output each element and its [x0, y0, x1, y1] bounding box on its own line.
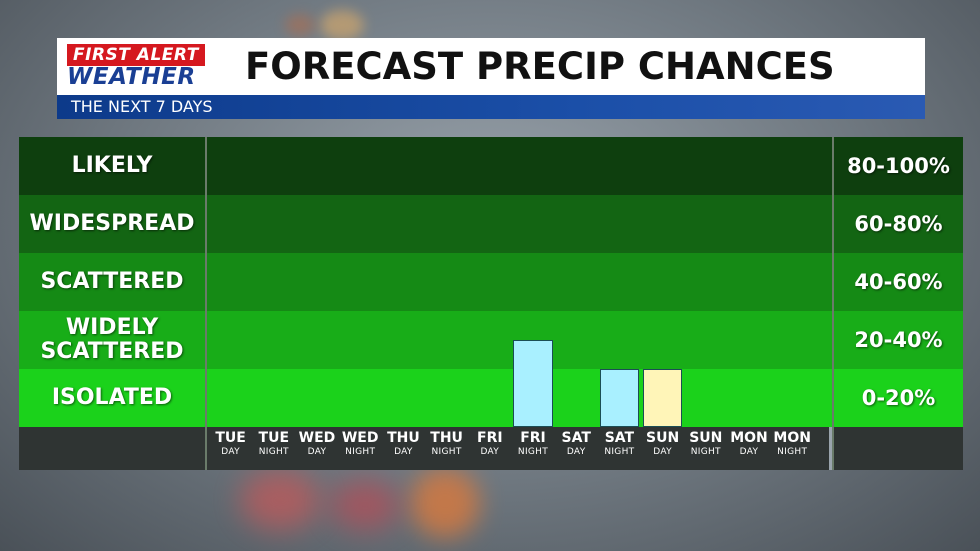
x-tick-day: WED [341, 430, 379, 446]
x-tick-day: TUE [258, 430, 290, 446]
x-tick-period: DAY [566, 447, 586, 457]
x-tick-period: DAY [221, 447, 240, 457]
x-tick-label: MON DAY [727, 430, 770, 458]
x-tick-label: SAT DAY [555, 430, 598, 458]
band-label: SCATTERED [19, 253, 205, 311]
x-tick-label: TUE NIGHT [252, 430, 295, 458]
band-range: 0-20% [861, 386, 936, 410]
band-widespread: WIDESPREAD 60-80% [19, 195, 963, 253]
x-tick-label: FRI NIGHT [511, 430, 554, 458]
chart-subtitle: THE NEXT 7 DAYS [71, 97, 213, 116]
x-tick-day: TUE [215, 430, 246, 446]
x-tick-day: SAT [561, 430, 591, 446]
band-scattered: SCATTERED 40-60% [19, 253, 963, 311]
band-label-line: WIDESPREAD [29, 211, 195, 236]
axis-gap [829, 427, 834, 470]
background-light [410, 468, 480, 538]
background-light [285, 14, 315, 36]
band-range: 80-100% [847, 154, 950, 178]
x-tick-label: SAT NIGHT [598, 430, 641, 458]
logo-first-alert: FIRST ALERT [67, 44, 205, 66]
x-tick-label: SUN NIGHT [684, 430, 727, 458]
background-light [240, 470, 320, 530]
x-tick-period: NIGHT [517, 447, 549, 457]
band-label-line: ISOLATED [51, 385, 173, 410]
band-range: 20-40% [854, 328, 943, 352]
x-tick-label: THU NIGHT [425, 430, 468, 458]
x-tick-period: DAY [394, 447, 413, 457]
x-tick-day: MON [730, 430, 768, 446]
x-tick-period: DAY [739, 447, 759, 457]
x-tick-period: DAY [307, 447, 327, 457]
band-isolated: ISOLATED 0-20% [19, 369, 963, 427]
x-tick-label: FRI DAY [468, 430, 511, 458]
x-axis-strip [19, 427, 963, 470]
x-tick-label: TUE DAY [209, 430, 252, 458]
x-tick-period: NIGHT [258, 447, 289, 457]
x-tick-day: THU [430, 430, 463, 446]
x-tick-day: FRI [520, 430, 546, 446]
x-tick-day: SUN [646, 430, 680, 446]
x-tick-day: SUN [689, 430, 723, 446]
x-tick-day: FRI [477, 430, 503, 446]
precip-bar-fri-night [513, 340, 553, 427]
logo-weather: WEATHER [67, 64, 196, 90]
x-tick-period: DAY [480, 447, 500, 457]
x-tick-label: THU DAY [382, 430, 425, 458]
precip-bar-sat-night [599, 369, 639, 427]
left-divider [205, 137, 207, 470]
x-tick-label: WED NIGHT [339, 430, 382, 458]
x-tick-period: NIGHT [431, 447, 462, 457]
first-alert-weather-logo: FIRST ALERT WEATHER [63, 41, 219, 91]
precip-bar-sun-day [643, 369, 683, 427]
band-label-line: LIKELY [71, 153, 153, 178]
x-tick-day: THU [387, 430, 420, 446]
x-tick-day: SAT [604, 430, 635, 446]
band-label: ISOLATED [19, 369, 205, 427]
chart-title: FORECAST PRECIP CHANCES [245, 45, 835, 88]
title-bar: FIRST ALERT WEATHER FORECAST PRECIP CHAN… [57, 38, 925, 95]
x-tick-period: DAY [653, 447, 672, 457]
band-label: WIDELY SCATTERED [19, 311, 205, 369]
x-tick-label: SUN DAY [641, 430, 684, 458]
background-light [330, 480, 400, 530]
background-light [320, 10, 364, 40]
band-label-line: SCATTERED [40, 269, 184, 294]
x-tick-period: NIGHT [604, 447, 635, 457]
x-tick-day: MON [773, 430, 811, 446]
x-tick-period: NIGHT [345, 447, 376, 457]
x-tick-label: MON NIGHT [771, 430, 814, 458]
band-label-line: WIDELY [65, 315, 159, 340]
band-label: LIKELY [19, 137, 205, 195]
x-tick-period: NIGHT [690, 447, 721, 457]
x-tick-day: WED [298, 430, 336, 446]
band-widely-scattered: WIDELY SCATTERED 20-40% [19, 311, 963, 369]
right-divider [832, 137, 834, 470]
band-label-line: SCATTERED [40, 339, 184, 364]
precip-chart: LIKELY 80-100% WIDESPREAD 60-80% SCATTER… [19, 137, 963, 470]
subtitle-bar: THE NEXT 7 DAYS [57, 95, 925, 119]
band-range: 60-80% [854, 212, 943, 236]
x-tick-period: NIGHT [777, 447, 808, 457]
band-range: 40-60% [854, 270, 943, 294]
x-tick-label: WED DAY [295, 430, 338, 458]
band-likely: LIKELY 80-100% [19, 137, 963, 195]
band-label: WIDESPREAD [19, 195, 205, 253]
